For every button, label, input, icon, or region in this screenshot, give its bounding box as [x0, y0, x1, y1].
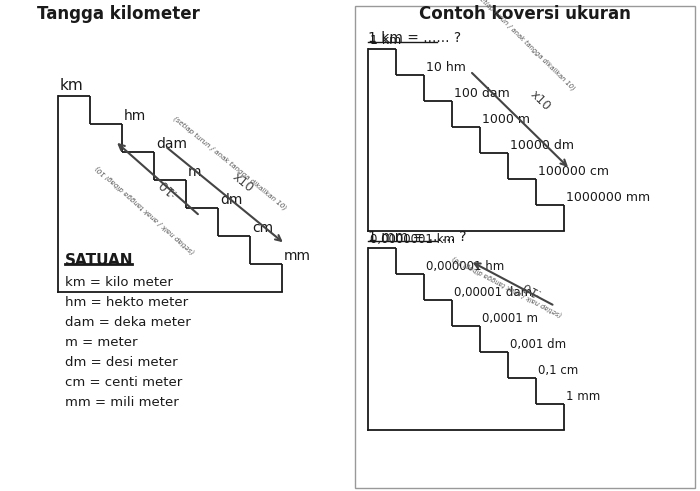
Text: 100000 cm: 100000 cm [538, 165, 609, 178]
Text: :10: :10 [155, 175, 178, 198]
Text: 1 km = ...... ?: 1 km = ...... ? [368, 31, 461, 45]
Text: 0,00001 dam: 0,00001 dam [454, 286, 532, 299]
Text: 100 dam: 100 dam [454, 87, 510, 100]
Text: dm: dm [220, 193, 242, 207]
Text: 1 mm: 1 mm [566, 390, 601, 403]
Text: 10 hm: 10 hm [426, 61, 466, 74]
Text: 1000000 mm: 1000000 mm [566, 191, 650, 204]
Text: 1 km: 1 km [370, 34, 401, 47]
Text: hm = hekto meter: hm = hekto meter [65, 296, 188, 309]
Text: 0,001 dm: 0,001 dm [510, 338, 566, 351]
Text: km: km [60, 78, 84, 93]
Text: 0,0000001 km: 0,0000001 km [370, 233, 455, 246]
Text: mm: mm [284, 249, 311, 263]
Text: x10: x10 [527, 87, 553, 113]
Text: dam = deka meter: dam = deka meter [65, 316, 190, 329]
Text: (setiap turun / anak tangga dikalikan 10): (setiap turun / anak tangga dikalikan 10… [172, 115, 288, 211]
Text: SATUAN: SATUAN [65, 253, 134, 268]
Text: Tangga kilometer: Tangga kilometer [36, 5, 200, 23]
Text: hm: hm [124, 109, 146, 123]
Text: 0,000001 hm: 0,000001 hm [426, 260, 504, 273]
Text: mm = mili meter: mm = mili meter [65, 396, 178, 409]
Text: (setiap naik / anak tangga dibagi 10): (setiap naik / anak tangga dibagi 10) [451, 254, 563, 318]
Text: dam: dam [156, 137, 187, 151]
Text: cm = centi meter: cm = centi meter [65, 376, 182, 389]
Text: m = meter: m = meter [65, 336, 137, 349]
Text: km = kilo meter: km = kilo meter [65, 276, 173, 289]
Text: dm = desi meter: dm = desi meter [65, 356, 178, 369]
Text: x10: x10 [230, 170, 256, 195]
Text: 0,1 cm: 0,1 cm [538, 364, 578, 377]
Text: 10000 dm: 10000 dm [510, 139, 574, 152]
Text: 1000 m: 1000 m [482, 113, 530, 126]
Text: (setiap naik / anak tangga dibagi 10): (setiap naik / anak tangga dibagi 10) [94, 164, 196, 254]
Text: 0,0001 m: 0,0001 m [482, 312, 538, 325]
Text: :10: :10 [518, 278, 542, 299]
Text: cm: cm [252, 221, 273, 235]
FancyBboxPatch shape [355, 6, 695, 488]
Text: (setiap turun / anak tangga dikalikan 10): (setiap turun / anak tangga dikalikan 10… [474, 0, 576, 91]
Text: 1 mm = ...... ?: 1 mm = ...... ? [368, 230, 466, 244]
Text: Contoh koversi ukuran: Contoh koversi ukuran [419, 5, 631, 23]
Text: m: m [188, 165, 202, 179]
